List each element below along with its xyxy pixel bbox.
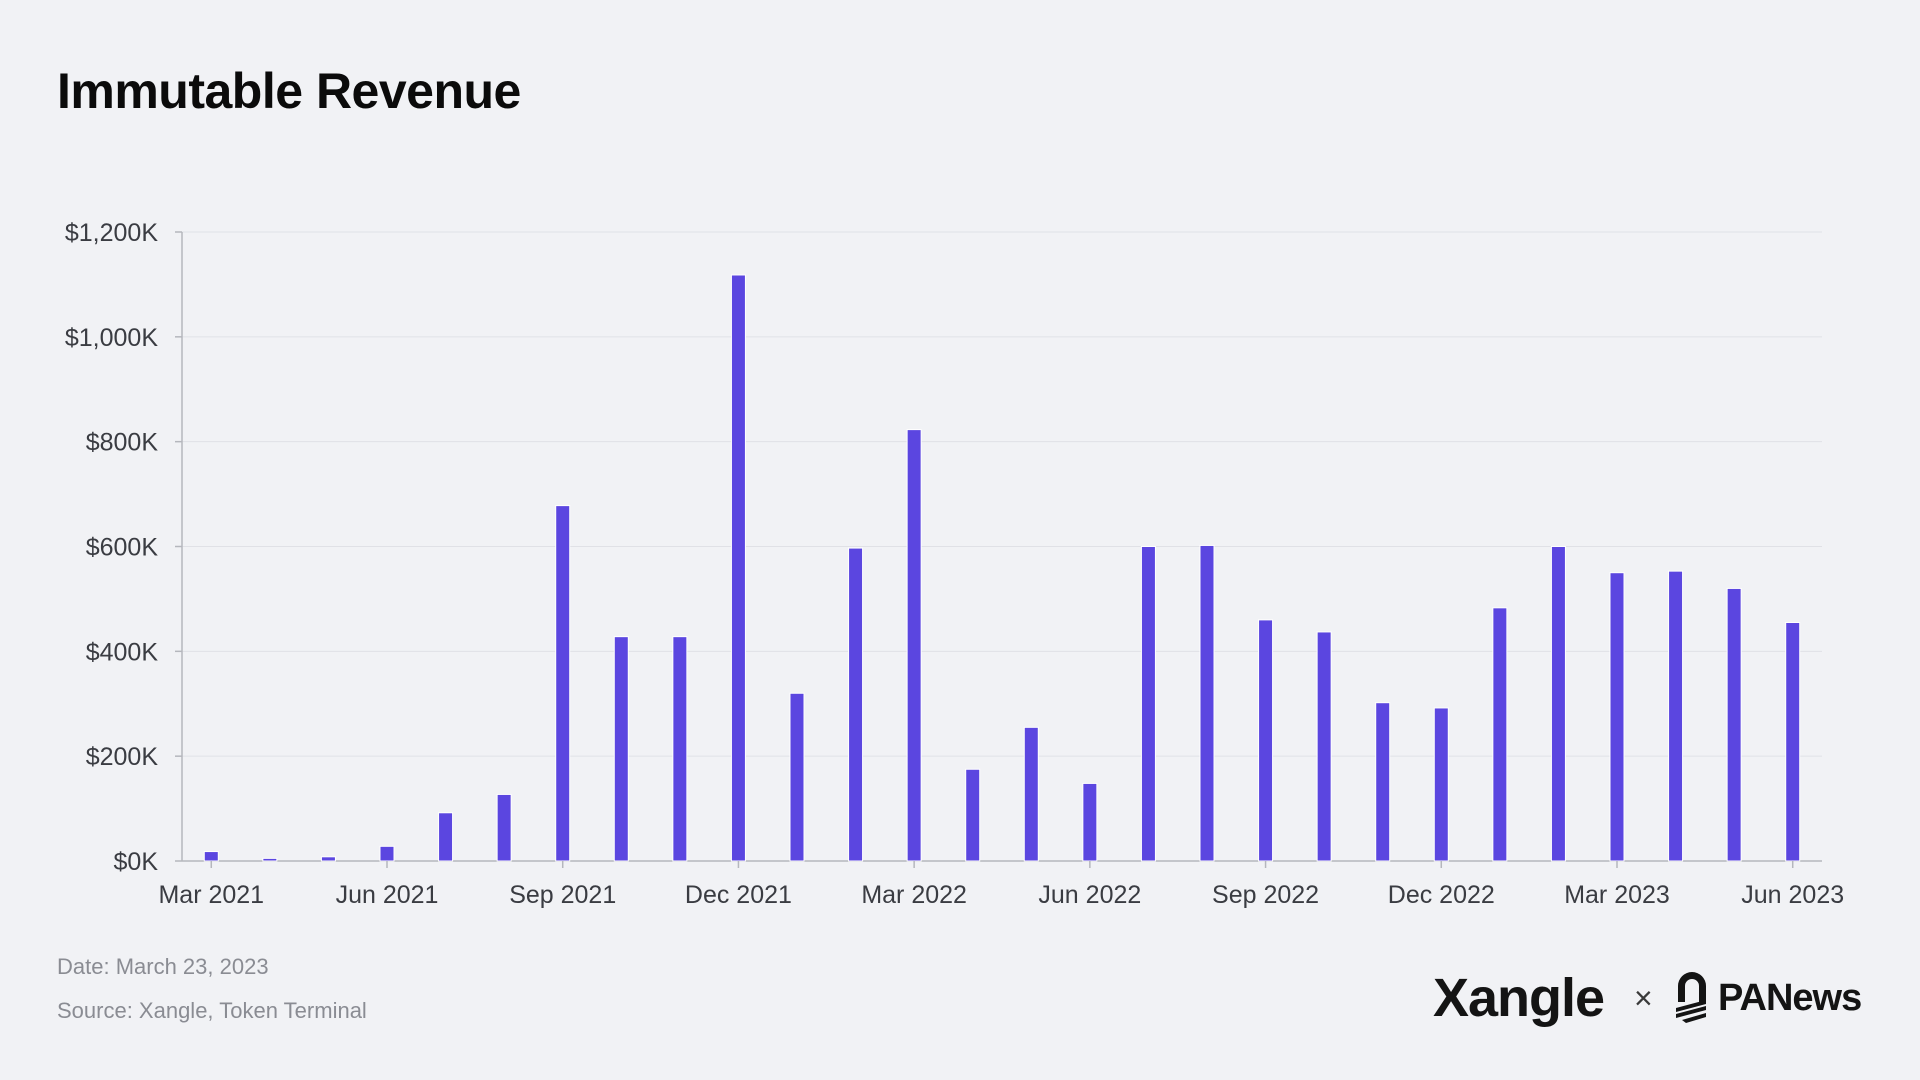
bar-nov-2022 xyxy=(1375,702,1391,862)
bar-nov-2021 xyxy=(672,636,688,862)
bar-may-2021 xyxy=(320,856,336,862)
xangle-logo: Xangle xyxy=(1433,968,1605,1028)
x-tick-label: Mar 2021 xyxy=(158,881,264,909)
x-tick-label: Mar 2022 xyxy=(861,881,967,909)
x-tick-label: Jun 2023 xyxy=(1741,881,1844,909)
bar-mar-2023 xyxy=(1609,572,1625,862)
footer-date: Date: March 23, 2023 xyxy=(57,954,269,979)
x-axis-ticks: Mar 2021 Jun 2021 Sep 2021 Dec 2021 Mar 2022… xyxy=(158,861,1844,909)
y-tick-label: $1,000K xyxy=(65,324,158,352)
bar-sep-2021 xyxy=(555,505,571,862)
bar-may-2023 xyxy=(1726,587,1742,862)
bars xyxy=(203,274,1801,862)
x-tick-label: Mar 2023 xyxy=(1564,881,1670,909)
bar-jun-2022 xyxy=(1082,782,1098,862)
bar-aug-2021 xyxy=(496,793,512,862)
y-tick-label: $400K xyxy=(86,638,159,666)
x-tick-label: Jun 2021 xyxy=(336,881,439,909)
bar-oct-2021 xyxy=(613,636,629,862)
bar-apr-2023 xyxy=(1668,570,1684,862)
bar-jan-2022 xyxy=(789,692,805,862)
brand-separator: × xyxy=(1634,979,1653,1016)
bar-may-2022 xyxy=(1023,726,1039,862)
y-tick-label: $0K xyxy=(114,848,159,876)
bar-feb-2022 xyxy=(848,547,864,862)
bar-jan-2023 xyxy=(1492,607,1508,862)
bar-apr-2022 xyxy=(965,768,981,862)
bar-feb-2023 xyxy=(1550,546,1566,862)
y-tick-label: $1,200K xyxy=(65,219,158,247)
panews-logo: PANews xyxy=(1718,976,1862,1019)
chart-title: Immutable Revenue xyxy=(57,63,521,119)
bar-oct-2022 xyxy=(1316,631,1332,862)
x-tick-label: Dec 2022 xyxy=(1388,881,1495,909)
bar-aug-2022 xyxy=(1199,544,1215,862)
bar-chart: $0K $200K $400K $600K $800K $1,000K $1,200K Ma… xyxy=(65,219,1844,909)
bar-dec-2021 xyxy=(730,274,746,862)
x-tick-label: Jun 2022 xyxy=(1038,881,1141,909)
bar-mar-2022 xyxy=(906,429,922,862)
y-tick-label: $600K xyxy=(86,534,159,562)
footer-source: Source: Xangle, Token Terminal xyxy=(57,998,367,1023)
x-tick-label: Sep 2022 xyxy=(1212,881,1319,909)
bar-sep-2022 xyxy=(1258,619,1274,862)
y-tick-label: $200K xyxy=(86,743,159,771)
panews-logo-icon xyxy=(1672,968,1712,1028)
bar-mar-2021 xyxy=(203,851,219,862)
x-tick-label: Sep 2021 xyxy=(509,881,616,909)
bar-dec-2022 xyxy=(1433,707,1449,862)
y-tick-label: $800K xyxy=(86,429,159,457)
y-axis-ticks: $0K $200K $400K $600K $800K $1,000K $1,200K xyxy=(65,219,182,876)
bar-jul-2022 xyxy=(1140,546,1156,862)
x-tick-label: Dec 2021 xyxy=(685,881,792,909)
grid-lines xyxy=(182,231,1822,757)
bar-jun-2021 xyxy=(379,845,395,862)
bar-jul-2021 xyxy=(438,812,454,862)
bar-apr-2021 xyxy=(262,857,278,862)
bar-jun-2023 xyxy=(1785,622,1801,862)
